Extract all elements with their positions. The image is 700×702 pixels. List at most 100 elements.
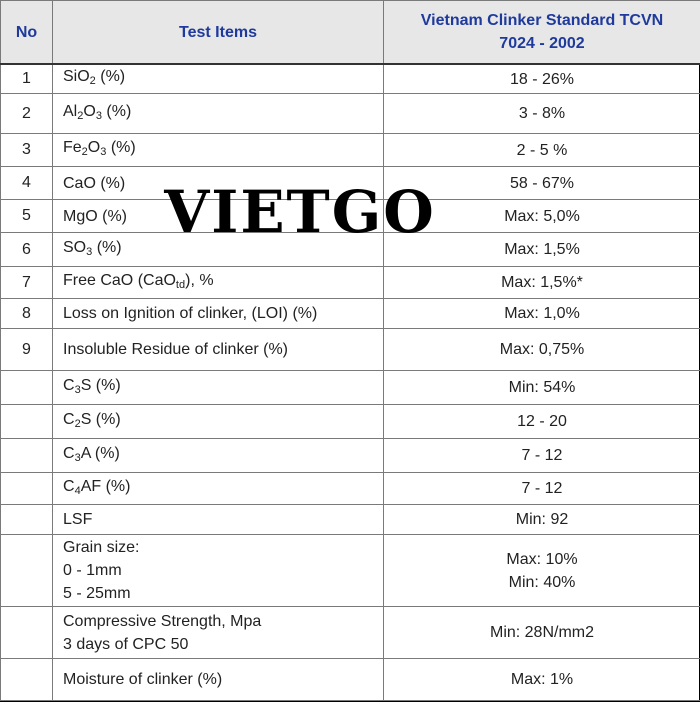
- table-row: 8 Loss on Ignition of clinker, (LOI) (%) M…: [0, 298, 700, 329]
- test-item-text: (%): [101, 102, 132, 120]
- header-test-items: Test Items: [52, 0, 384, 65]
- standard-value: Max: 5,0%: [383, 199, 700, 233]
- test-item-text: O: [87, 139, 101, 156]
- test-item: Free CaO (CaOtd), %: [52, 266, 384, 299]
- row-number: 8: [0, 298, 53, 329]
- table-header-row: No Test Items Vietnam Clinker Standard T…: [0, 0, 700, 65]
- test-item: CaO (%): [52, 166, 384, 200]
- standard-value: Max: 1,0%: [383, 298, 700, 329]
- row-number: 9: [0, 328, 53, 371]
- test-item-text: LSF: [63, 511, 93, 528]
- test-item-text: SO: [63, 238, 87, 256]
- standard-value-line: Min: 40%: [508, 573, 576, 591]
- test-item-text: CaO (%): [63, 174, 126, 192]
- test-item-text: O: [83, 102, 96, 120]
- row-number: [0, 658, 53, 701]
- header-standard: Vietnam Clinker Standard TCVN 7024 - 200…: [383, 0, 700, 65]
- subscript: 2: [81, 146, 88, 158]
- subscript: td: [175, 278, 186, 291]
- table-row: Compressive Strength, Mpa 3 days of CPC 5…: [0, 606, 700, 659]
- test-item-text: Fe: [63, 139, 82, 156]
- standard-value: 12 - 20: [383, 404, 700, 439]
- standard-value: 7 - 12: [383, 438, 700, 473]
- table-row: 5 MgO (%) Max: 5,0%: [0, 199, 700, 233]
- test-item-text: Free CaO (CaO: [63, 271, 176, 289]
- test-item-line: 0 - 1mm: [63, 562, 122, 579]
- table-row: 9 Insoluble Residue of clinker (%) Max: 0,…: [0, 328, 700, 371]
- row-number: [0, 534, 53, 607]
- row-number: [0, 370, 53, 405]
- test-item-text: AF (%): [80, 477, 131, 495]
- header-standard-line2: 7024 - 2002: [499, 35, 585, 52]
- test-item-text: (%): [95, 68, 126, 85]
- table-row: 6 SO3 (%) Max: 1,5%: [0, 232, 700, 267]
- table-row: 3 Fe2O3 (%) 2 - 5 %: [0, 133, 700, 167]
- row-number: 5: [0, 199, 53, 233]
- row-number: 1: [0, 63, 53, 94]
- standard-value: Min: 54%: [383, 370, 700, 405]
- standard-value: Max: 0,75%: [383, 328, 700, 371]
- test-item-text: Loss on Ignition of clinker, (LOI) (%): [63, 305, 318, 322]
- test-item-text: (%): [92, 238, 122, 256]
- table-row: C4AF (%) 7 - 12: [0, 472, 700, 505]
- test-item: SiO2 (%): [52, 63, 384, 94]
- test-item-text: C: [63, 477, 75, 495]
- test-item-text: ), %: [185, 271, 214, 289]
- standard-value: Max: 1,5%*: [383, 266, 700, 299]
- test-item: LSF: [52, 504, 384, 535]
- test-item: Loss on Ignition of clinker, (LOI) (%): [52, 298, 384, 329]
- table-row: C3A (%) 7 - 12: [0, 438, 700, 473]
- standard-value: Min: 28N/mm2: [383, 606, 700, 659]
- test-item: C2S (%): [52, 404, 384, 439]
- subscript: 4: [74, 484, 81, 497]
- subscript: 3: [95, 109, 102, 122]
- subscript: 3: [74, 383, 81, 396]
- test-item-text: S (%): [80, 376, 121, 394]
- standard-value: 58 - 67%: [383, 166, 700, 200]
- test-item: C4AF (%): [52, 472, 384, 505]
- row-number: [0, 504, 53, 535]
- subscript: 2: [89, 75, 96, 87]
- test-item: Grain size: 0 - 1mm 5 - 25mm: [52, 534, 384, 607]
- test-item-text: (%): [106, 139, 136, 156]
- test-item-text: Al: [63, 102, 78, 120]
- table-row: LSF Min: 92: [0, 504, 700, 535]
- standard-value: Max: 10% Min: 40%: [383, 534, 700, 607]
- row-number: [0, 472, 53, 505]
- test-item-text: Moisture of clinker (%): [63, 671, 223, 688]
- test-item-text: SiO: [63, 68, 90, 85]
- row-number: 3: [0, 133, 53, 167]
- standard-value: 3 - 8%: [383, 93, 700, 134]
- test-item-text: C: [63, 410, 75, 428]
- table-row: 4 CaO (%) 58 - 67%: [0, 166, 700, 200]
- standard-value-line: Max: 10%: [506, 550, 578, 568]
- test-item-text: C: [63, 376, 75, 394]
- table-row: Grain size: 0 - 1mm 5 - 25mm Max: 10% Min: 4…: [0, 534, 700, 607]
- table-row: 7 Free CaO (CaOtd), % Max: 1,5%*: [0, 266, 700, 299]
- row-number: [0, 404, 53, 439]
- test-item-text: Insoluble Residue of clinker (%): [63, 341, 288, 358]
- standard-value: Max: 1,5%: [383, 232, 700, 267]
- row-number: 6: [0, 232, 53, 267]
- row-number: 2: [0, 93, 53, 134]
- subscript: 2: [74, 417, 81, 430]
- standard-value: 7 - 12: [383, 472, 700, 505]
- standard-value: 18 - 26%: [383, 63, 700, 94]
- test-item: C3A (%): [52, 438, 384, 473]
- standard-value: Min: 92: [383, 504, 700, 535]
- row-number: 4: [0, 166, 53, 200]
- row-number: [0, 438, 53, 473]
- test-item-text: MgO (%): [63, 207, 127, 225]
- row-number: [0, 606, 53, 659]
- subscript: 3: [74, 451, 81, 464]
- header-no: No: [0, 0, 53, 65]
- test-item-text: A (%): [80, 444, 120, 462]
- table-row: 2 Al2O3 (%) 3 - 8%: [0, 93, 700, 134]
- test-item-line: 3 days of CPC 50: [63, 635, 189, 653]
- standard-value: 2 - 5 %: [383, 133, 700, 167]
- test-item: Insoluble Residue of clinker (%): [52, 328, 384, 371]
- header-standard-line1: Vietnam Clinker Standard TCVN: [420, 12, 664, 29]
- subscript: 3: [100, 146, 107, 158]
- table-row: 1 SiO2 (%) 18 - 26%: [0, 63, 700, 94]
